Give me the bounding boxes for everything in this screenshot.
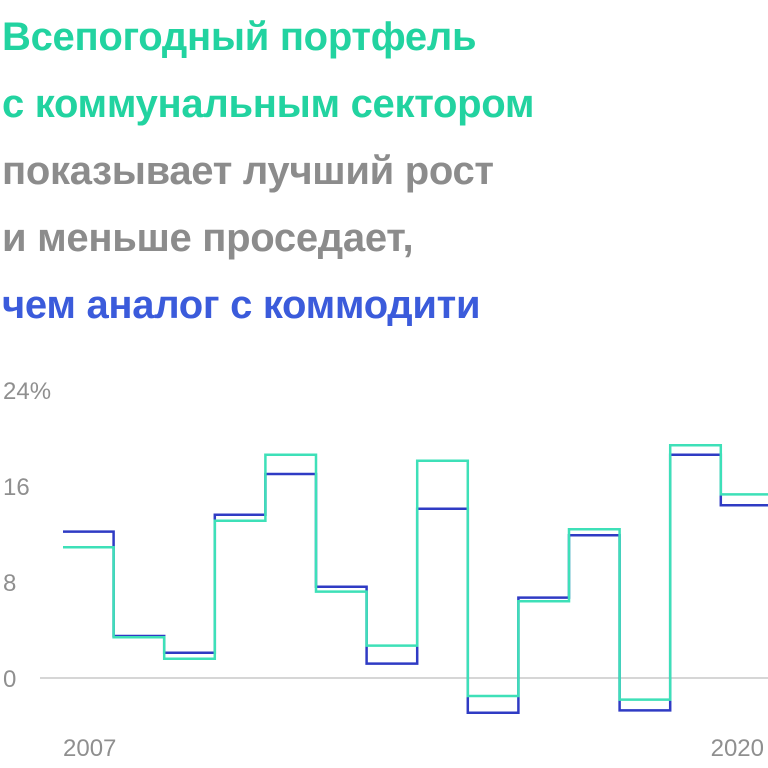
- y-tick-label: 8: [3, 570, 16, 597]
- title-line-3: показывает лучший рост: [2, 149, 494, 193]
- series-line-2: [63, 443, 768, 701]
- y-tick-label: 0: [3, 666, 16, 693]
- chart-title: Всепогодный портфель с коммунальным сект…: [2, 4, 534, 339]
- y-axis-ticks: 0 8 16 24%: [3, 378, 51, 693]
- x-tick-label: 2020: [711, 735, 764, 762]
- x-tick-label: 2007: [63, 735, 116, 762]
- y-tick-label: 24%: [3, 378, 51, 405]
- y-tick-label: 16: [3, 474, 30, 501]
- series-line-1: [63, 453, 768, 715]
- title-line-4: и меньше проседает,: [2, 216, 414, 260]
- title-line-2: с коммунальным сектором: [2, 82, 535, 126]
- series-layer: [63, 443, 768, 715]
- title-line-5: чем аналог с коммодити: [2, 283, 481, 327]
- title-line-1: Всепогодный портфель: [2, 15, 477, 59]
- x-axis-ticks: 2007 2020: [63, 735, 764, 762]
